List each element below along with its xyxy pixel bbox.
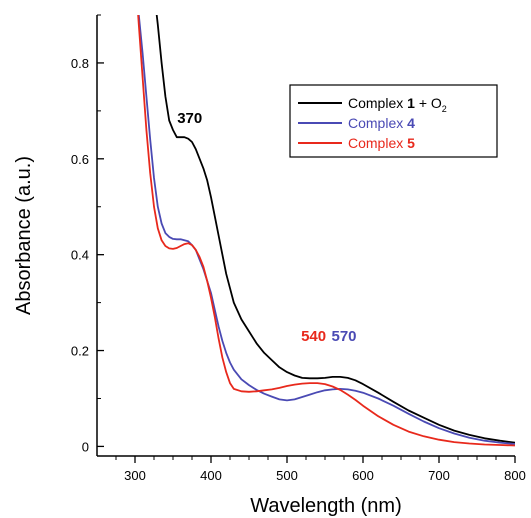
peak-label: 370 — [177, 110, 202, 127]
series-line-2 — [137, 15, 515, 445]
x-tick-label: 800 — [504, 468, 526, 483]
peak-label: 540 — [301, 328, 326, 345]
legend-box — [289, 84, 498, 158]
y-tick-label: 0.4 — [71, 248, 89, 263]
series-line-1 — [155, 15, 515, 444]
x-tick-label: 400 — [200, 468, 222, 483]
legend-entry: Complex 4 — [348, 115, 415, 131]
labels-layer: 0 0.2 0.4 0.6 0.8 300 400 500 600 700 800 Wavelengt… — [13, 56, 526, 517]
legend-entry: Complex 5 — [348, 135, 415, 151]
y-tick-label: 0.2 — [71, 344, 89, 359]
y-axis-title: Absorbance (a.u.) — [13, 156, 35, 315]
y-tick-label: 0 — [82, 439, 89, 454]
x-tick-label: 500 — [276, 468, 298, 483]
x-tick-label: 600 — [352, 468, 374, 483]
x-tick-label: 300 — [124, 468, 146, 483]
x-axis-title: Wavelength (nm) — [250, 495, 402, 517]
series-line-3 — [137, 15, 515, 447]
y-tick-label: 0.8 — [71, 56, 89, 71]
y-tick-label: 0.6 — [71, 152, 89, 167]
series-layer — [137, 15, 515, 447]
legend-entry: Complex 1 + O2 — [348, 95, 447, 114]
x-tick-label: 700 — [428, 468, 450, 483]
axes-layer — [96, 14, 516, 463]
peak-label: 570 — [331, 328, 356, 345]
